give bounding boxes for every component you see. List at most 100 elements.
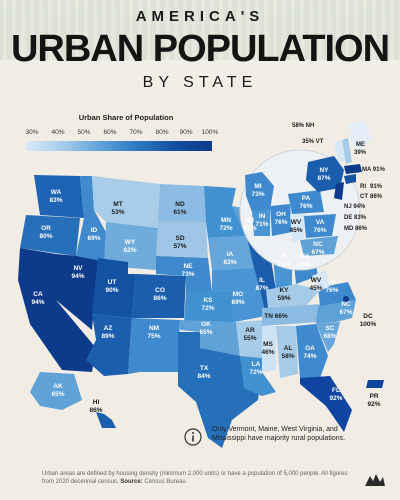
- inset-label-NJ: NJ 94%: [344, 204, 366, 210]
- state-SC: [316, 322, 340, 352]
- label-TX: TX 84%: [197, 365, 210, 380]
- state-KS: [184, 292, 234, 322]
- title-main: URBAN POPULATION: [10, 28, 390, 70]
- source-name: Census Bureau: [144, 479, 186, 485]
- label-WY: WY 62%: [123, 239, 136, 254]
- legend-tick: 60%: [103, 129, 117, 136]
- inset-state-NJ: [334, 182, 344, 200]
- label-SC: SC 68%: [323, 325, 336, 340]
- inset-state-CT: [344, 174, 356, 184]
- state-CO: [132, 274, 186, 318]
- state-FL: [300, 376, 352, 432]
- label-KS: KS 72%: [201, 297, 214, 312]
- label-WI: WI 67%: [243, 217, 256, 232]
- brand-logo-icon: [365, 474, 385, 486]
- legend: Urban Share of Population 30% 40% 50% 60…: [25, 113, 226, 159]
- label-IA: IA 63%: [223, 251, 236, 266]
- label-DC: DC 100%: [360, 313, 377, 328]
- state-AK: [30, 372, 82, 410]
- label-AR: AR 55%: [243, 327, 256, 342]
- inset-label-RI-abbr: RI: [360, 184, 366, 190]
- title-line-1: AMERICA'S: [135, 8, 265, 25]
- inset-state-PA: [288, 190, 324, 214]
- footer: Urban areas are defined by housing densi…: [42, 470, 352, 486]
- inset-label-NY: NY 87%: [317, 167, 330, 182]
- label-ID: ID 69%: [87, 227, 100, 242]
- state-MN: [204, 186, 248, 238]
- territory-PR: [366, 380, 384, 388]
- inset-state-NY: [306, 156, 344, 192]
- label-IL: IL 87%: [255, 277, 268, 292]
- label-MT: MT 53%: [111, 201, 124, 216]
- inset-label-ME: 39%: [354, 150, 367, 156]
- label-ND: ND 61%: [173, 201, 186, 216]
- inset-label-MA: MA 91%: [362, 167, 385, 173]
- legend-tick: 90%: [179, 129, 193, 136]
- state-UT: [92, 258, 136, 318]
- state-CA: [18, 248, 96, 372]
- label-MO: MO 69%: [231, 291, 244, 306]
- label-HI: HI 86%: [89, 399, 102, 414]
- legend-tick: 70%: [129, 129, 143, 136]
- label-NC: NC 67%: [339, 301, 352, 316]
- label-TN: TN 66%: [264, 313, 288, 320]
- state-NV: [56, 254, 98, 330]
- label-SD: SD 57%: [173, 235, 186, 250]
- label-MS: MS 46%: [261, 341, 274, 356]
- inset-label-NH: 58% NH: [292, 123, 314, 129]
- label-OK: OK 65%: [199, 321, 212, 336]
- state-AR: [236, 320, 264, 358]
- state-IA: [208, 236, 254, 270]
- label-OR: OR 80%: [39, 225, 52, 240]
- inset-label-NC: NC 67%: [311, 241, 324, 256]
- inset-state-VA: [304, 214, 336, 238]
- note-text: Only Vermont, Maine, West Virginia, and …: [212, 426, 346, 442]
- inset-label-ME-abbr: ME: [356, 142, 365, 148]
- inset-label-WV: WV 45%: [289, 219, 302, 234]
- state-WY: [104, 222, 158, 270]
- state-WV: [312, 270, 330, 292]
- inset-label-OH: OH 76%: [274, 211, 287, 226]
- label-CA: CA 94%: [31, 291, 44, 306]
- inset-label-RI: 91%: [370, 184, 383, 190]
- state-MS: [262, 326, 276, 372]
- label-LA: LA 72%: [249, 361, 262, 376]
- label-KY: KY 59%: [277, 287, 290, 302]
- label-IN: IN 71%: [277, 253, 290, 268]
- inset-state-MI: [245, 172, 274, 212]
- label-NM: NM 75%: [147, 325, 160, 340]
- state-WA: [34, 175, 84, 218]
- label-FL: FL 92%: [329, 387, 342, 402]
- legend-tick: 100%: [201, 129, 219, 136]
- inset-label-MI: MI 73%: [251, 183, 264, 198]
- state-GA: [296, 324, 328, 378]
- inset-label-MD: MD 86%: [344, 226, 368, 232]
- inset-label-VA: VA 76%: [313, 219, 326, 234]
- state-AZ: [86, 314, 132, 376]
- state-NC: [316, 300, 356, 324]
- state-MT: [92, 176, 160, 228]
- source-label: Source:: [120, 479, 143, 485]
- label-CO: CO 86%: [153, 287, 166, 302]
- state-TN: [262, 304, 322, 326]
- label-AK: AK 65%: [51, 383, 64, 398]
- label-NV: NV 94%: [71, 265, 84, 280]
- inset-state-MA: [344, 164, 362, 174]
- state-ND: [158, 184, 206, 222]
- label-WV: WV 45%: [309, 277, 322, 292]
- inset-label-DE: DE 83%: [344, 215, 367, 221]
- inset-state-ME: [348, 120, 372, 152]
- inset-state-IN: [252, 210, 270, 236]
- label-OH: OH 76%: [297, 253, 310, 268]
- inset-state-NC: [300, 236, 338, 256]
- state-MO: [212, 268, 266, 322]
- label-UT: UT 90%: [105, 279, 118, 294]
- label-WA: WA 83%: [49, 189, 62, 204]
- state-AL: [276, 326, 298, 378]
- label-GA: GA 74%: [303, 345, 316, 360]
- state-LA: [240, 356, 276, 396]
- state-NE: [156, 256, 212, 292]
- dc-marker: [343, 296, 349, 302]
- state-HI: [96, 412, 116, 428]
